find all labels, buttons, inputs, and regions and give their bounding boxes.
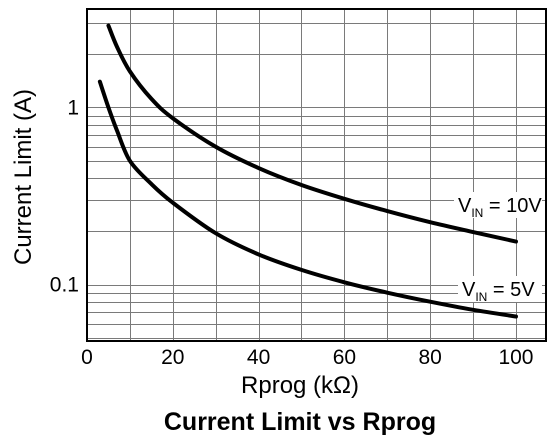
series-label-vin-5v: VIN = 5V (458, 276, 542, 304)
x-axis-title: Rprog (kΩ) (241, 372, 359, 399)
series-label-background (454, 192, 542, 218)
series-annotations: VIN = 10V VIN = 5V (454, 192, 542, 304)
y-tick-label: 0.1 (50, 274, 79, 297)
chart-title: Current Limit vs Rprog (164, 408, 436, 436)
y-axis-title: Current Limit (A) (10, 89, 37, 265)
x-tick-label: 80 (418, 346, 441, 369)
series-label-text: VIN = 5V (462, 279, 535, 304)
grid-lines (87, 9, 546, 341)
tick-labels: 0 20 40 60 80 100 0.1 1 (50, 96, 534, 369)
x-tick-label: 20 (161, 346, 184, 369)
series-label-vin-10v: VIN = 10V (454, 192, 542, 220)
plot-frame (86, 8, 547, 342)
x-tick-label: 40 (247, 346, 270, 369)
series-label-text: VIN = 10V (458, 195, 542, 220)
x-tick-label: 100 (498, 346, 533, 369)
x-tick-label: 60 (333, 346, 356, 369)
y-tick-label: 1 (67, 96, 79, 119)
series-line-vin-5v (97, 79, 518, 319)
x-tick-label: 0 (81, 346, 93, 369)
series-line-vin-10v (106, 23, 518, 244)
series-label-background (458, 276, 542, 302)
data-series-layer (97, 23, 518, 319)
